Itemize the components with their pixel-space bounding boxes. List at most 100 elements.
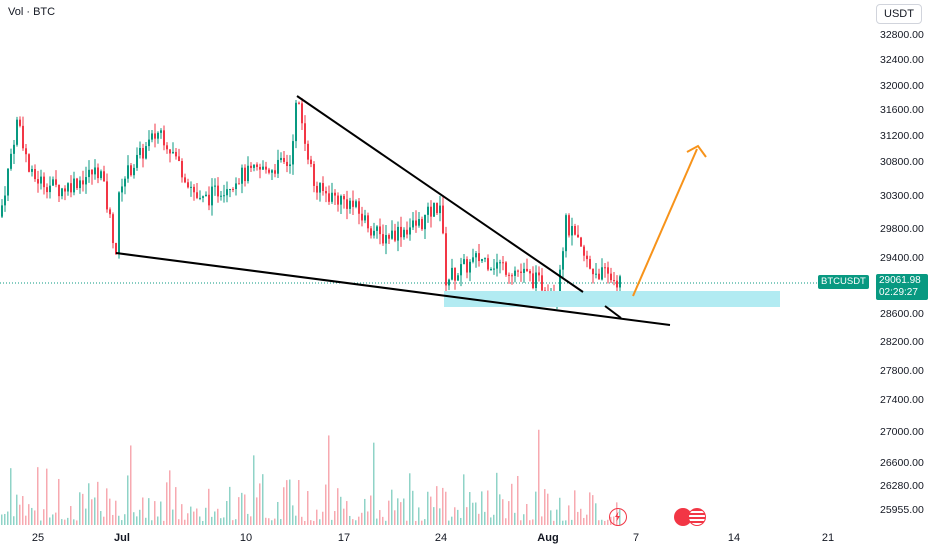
flag-event-icon[interactable]	[688, 508, 706, 526]
volume-bar	[442, 487, 444, 525]
candle-body	[565, 215, 567, 252]
volume-bar	[79, 492, 81, 525]
candle-body	[607, 267, 609, 274]
candle-body	[337, 195, 339, 205]
volume-bar	[367, 511, 369, 525]
volume-bar	[481, 491, 483, 525]
price-tick-label: 32400.00	[880, 54, 924, 66]
volume-bar	[349, 515, 351, 525]
candle-body	[481, 259, 483, 262]
volume-bar	[7, 511, 9, 525]
volume-bar	[136, 516, 138, 525]
volume-bar	[469, 492, 471, 525]
volume-bar	[256, 497, 258, 525]
volume-bar	[235, 519, 237, 525]
date-tick-label: Jul	[114, 532, 130, 544]
candle-body	[385, 235, 387, 244]
candle-body	[136, 154, 138, 168]
candle-body	[349, 200, 351, 209]
candle-body	[85, 177, 87, 185]
volume-bar	[505, 518, 507, 525]
date-tick-label: 24	[434, 532, 448, 544]
volume-bar	[568, 505, 570, 525]
candle-body	[508, 274, 510, 276]
volume-bar	[532, 519, 534, 525]
volume-bar	[43, 509, 45, 525]
candle-body	[148, 139, 150, 147]
volume-bar	[394, 510, 396, 525]
candle-body	[223, 195, 225, 197]
volume-bar	[268, 518, 270, 525]
candle-body	[346, 199, 348, 209]
volume-bar	[415, 520, 417, 525]
volume-bar	[475, 502, 477, 525]
volume-bar	[598, 520, 600, 525]
price-tick-label: 32800.00	[880, 29, 924, 41]
volume-bar	[388, 500, 390, 525]
candle-body	[592, 268, 594, 275]
candle-body	[154, 133, 156, 139]
candle-body	[505, 262, 507, 275]
candle-body	[259, 166, 261, 170]
candle-body	[328, 193, 330, 202]
candle-body	[94, 167, 96, 175]
price-tick-label: 31600.00	[880, 104, 924, 116]
candle-body	[604, 267, 606, 269]
candle-body	[403, 229, 405, 238]
volume-bar	[541, 516, 543, 525]
candle-body	[178, 156, 180, 162]
volume-bar	[160, 501, 162, 525]
volume-bar	[10, 468, 12, 525]
volume-bar	[280, 519, 282, 525]
volume-bar	[220, 518, 222, 525]
candle-body	[130, 165, 132, 176]
candle-body	[283, 157, 285, 162]
candle-body	[40, 176, 42, 184]
candle-body	[193, 186, 195, 193]
candle-body	[271, 170, 273, 173]
volume-bar	[331, 519, 333, 525]
candle-body	[316, 185, 318, 193]
volume-bars	[1, 429, 621, 525]
earnings-event-icon[interactable]	[674, 508, 692, 526]
candle-body	[295, 102, 297, 142]
candle-body	[1, 205, 3, 217]
volume-bar	[304, 520, 306, 525]
candle-body	[133, 167, 135, 176]
candle-body	[310, 159, 312, 165]
date-tick-label: 7	[632, 532, 640, 544]
candle-body	[355, 201, 357, 207]
candle-body	[121, 186, 123, 193]
candle-body	[112, 214, 114, 244]
volume-bar	[397, 498, 399, 525]
volume-bar	[391, 489, 393, 525]
price-tick-label: 27400.00	[880, 394, 924, 406]
candle-body	[70, 183, 72, 193]
volume-bar	[250, 516, 252, 525]
volume-bar	[166, 482, 168, 525]
volume-bar	[73, 519, 75, 525]
volume-bar	[172, 509, 174, 525]
candle-body	[238, 183, 240, 185]
volume-bar	[352, 519, 354, 525]
candle-body	[589, 259, 591, 269]
candle-body	[541, 275, 543, 291]
candle-body	[127, 165, 129, 179]
lightning-event-icon[interactable]	[609, 508, 627, 526]
candle-body	[247, 165, 249, 182]
volume-bar	[301, 516, 303, 525]
candle-body	[457, 275, 459, 281]
volume-bar	[580, 508, 582, 525]
volume-bar	[520, 520, 522, 525]
candle-body	[16, 119, 18, 145]
volume-bar	[106, 488, 108, 525]
candle-body	[58, 184, 60, 197]
candle-body	[442, 205, 444, 234]
volume-bar	[223, 517, 225, 525]
price-tick-label: 25955.00	[880, 504, 924, 516]
currency-button[interactable]: USDT	[876, 4, 922, 24]
volume-bar	[277, 501, 279, 525]
volume-bar	[184, 519, 186, 525]
volume-bar	[151, 520, 153, 525]
